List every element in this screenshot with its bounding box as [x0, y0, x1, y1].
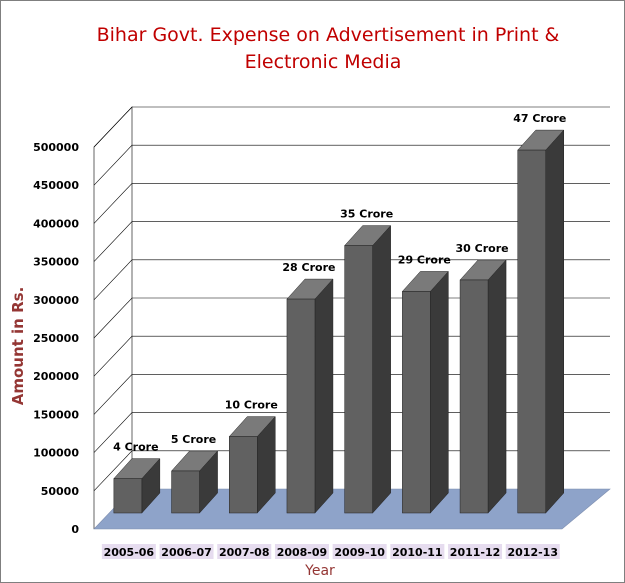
bar-side — [314, 278, 334, 514]
x-tick-label: 2012-13 — [508, 546, 559, 559]
gridlines — [93, 106, 610, 529]
y-tick-label: 350000 — [33, 256, 79, 269]
y-tick-label: 150000 — [33, 408, 79, 421]
x-tick-label-bg — [159, 544, 214, 559]
gridline — [93, 374, 610, 415]
bar-front — [402, 291, 431, 514]
y-axis-ticks: 0 50000 100000 150000 200000 250000 300000 3500… — [33, 141, 79, 536]
data-labels: 4 Crore 5 Crore 10 Crore 28 Crore 35 Crore 29… — [113, 112, 566, 454]
x-tick-label-bg — [332, 544, 387, 559]
y-tick-label: 200000 — [33, 370, 79, 383]
y-tick-label: 0 — [71, 523, 79, 536]
chart-title-line-2: Electronic Media — [245, 51, 402, 73]
y-tick-label: 100000 — [33, 447, 79, 460]
bar-side — [545, 129, 564, 514]
chart-title-line-1: Bihar Govt. Expense on Advertisement in … — [97, 24, 560, 46]
data-label: 35 Crore — [340, 208, 393, 221]
x-tick-label-bg — [505, 544, 560, 559]
bar-front — [229, 436, 258, 514]
gridline — [93, 335, 610, 377]
gridline — [93, 221, 610, 262]
data-label: 5 Crore — [171, 433, 216, 446]
bars — [113, 129, 565, 514]
bar — [401, 270, 449, 514]
bar — [228, 415, 276, 514]
gridline — [93, 183, 610, 224]
x-tick-label: 2007-08 — [219, 546, 270, 559]
bar — [170, 450, 219, 514]
bar-front — [344, 245, 373, 514]
gridline — [93, 412, 610, 453]
y-tick-label: 400000 — [33, 217, 79, 230]
y-tick-label: 450000 — [33, 179, 79, 192]
gridline — [93, 106, 610, 148]
bar — [517, 129, 565, 514]
x-tick-label-bg — [101, 544, 156, 559]
gridline — [93, 144, 610, 186]
x-axis-title: Year — [304, 563, 335, 579]
gridline — [93, 259, 610, 301]
data-label: 28 Crore — [282, 261, 335, 274]
x-axis-ticks: 2005-06 2006-07 2007-08 2008-09 2009-10 2010-… — [101, 544, 560, 559]
data-label: 10 Crore — [225, 399, 278, 412]
x-tick-label: 2011-12 — [450, 546, 501, 559]
bar — [286, 278, 334, 514]
data-label: 4 Crore — [113, 441, 158, 454]
bar — [344, 224, 392, 514]
data-label: 29 Crore — [398, 253, 451, 266]
bar — [459, 259, 507, 514]
x-tick-label: 2009-10 — [334, 546, 385, 559]
bar-front — [286, 298, 316, 514]
data-label: 47 Crore — [513, 112, 566, 125]
data-label: 30 Crore — [456, 242, 509, 255]
y-tick-label: 250000 — [33, 332, 79, 345]
x-tick-label: 2010-11 — [392, 546, 443, 559]
y-axis-title: Amount in Rs. — [9, 287, 27, 406]
y-tick-label: 300000 — [33, 294, 79, 307]
y-tick-label: 500000 — [33, 141, 79, 154]
x-tick-label: 2005-06 — [104, 546, 155, 559]
x-tick-label: 2006-07 — [161, 546, 212, 559]
bar-front — [459, 279, 489, 514]
x-tick-label-bg — [274, 544, 329, 559]
bar-side — [487, 259, 507, 514]
bar-side — [430, 270, 449, 514]
gridline — [93, 297, 610, 339]
x-tick-label-bg — [448, 544, 503, 559]
bar-front — [517, 149, 546, 514]
bar-side — [372, 224, 391, 514]
gridline — [93, 450, 610, 492]
x-tick-label-bg — [390, 544, 445, 559]
bar — [113, 457, 161, 514]
x-tick-label-bg — [217, 544, 272, 559]
bar-front — [113, 478, 143, 514]
y-tick-label: 50000 — [41, 485, 80, 498]
x-tick-label: 2008-09 — [277, 546, 328, 559]
bar-front — [171, 470, 200, 514]
